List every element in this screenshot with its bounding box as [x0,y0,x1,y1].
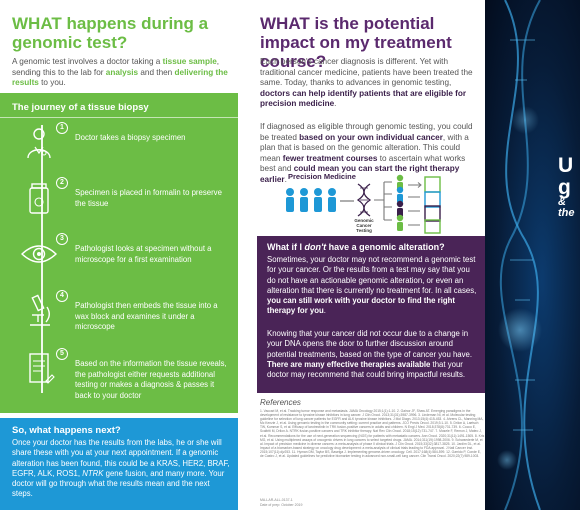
dark-cover-panel: U g & the [485,0,580,510]
step-text-4: Pathologist then embeds the tissue into … [75,301,218,331]
patient-group-icon [286,188,336,212]
no-alteration-paragraph-2: Knowing that your cancer did not occur d… [267,329,479,380]
next-steps-body: Once your doctor has the results from th… [12,438,232,500]
no-alteration-title: What if I don't have a genomic alteratio… [267,242,445,252]
alt-p2-text-2: that your doctor may recommend that coul… [267,359,466,380]
intro-highlight-results: delivering the results [12,67,228,88]
para2-text-3: to ascertain what works best and [260,153,466,174]
no-alteration-box: What if I don't have a genomic alteratio… [257,236,485,393]
alt-p1-text-2: . [323,306,326,316]
precision-medicine-label: Precision Medicine [288,172,356,181]
references-text: 1. Vaccari M, et al. Tracking tumor resp… [260,409,485,459]
next-steps-box: So, what happens next? Once your doctor … [0,418,238,510]
intro-text-4: to you. [38,78,66,87]
step-number-1: 1 [56,122,68,134]
cover-word-the: the [558,207,575,219]
step-number-2: 2 [56,177,68,189]
next-body-text-2: gene fusion, and many more. Your doctor … [12,468,225,499]
matched-patient-row-2 [396,186,441,208]
cover-letter-1: U [558,154,574,177]
para2-bold-1: based on your own individual cancer [299,132,443,142]
step-number-5: 5 [56,348,68,360]
para2-text-1: If diagnosed as eligible through genomic… [260,122,473,142]
alt-p2-bold: There are many effective therapies avail… [267,359,431,369]
alt-p2-text-1: Knowing that your cancer did not occur d… [267,329,473,359]
references-section: References 1. Vaccari M, et al. Tracking… [260,398,485,510]
right-column: WHAT is the potential impact on my treat… [245,0,485,510]
step-number-3: 3 [56,233,68,245]
intro-text-3: and then [138,67,175,77]
specimen-jar-icon [18,180,60,216]
step-text-2: Specimen is placed in formalin to preser… [75,188,222,208]
intro-text-2: , sending this to the lab for [12,57,220,77]
footer-code-2: Date of prep: October 2019 [260,502,303,507]
impact-paragraph-1: Each person's cancer diagnosis is differ… [260,57,482,110]
footer-codes: MA-LAR-ALL-0137-1 Date of prep: October … [260,498,302,507]
para1-text-2: . [334,99,337,109]
impact-paragraph-2: If diagnosed as eligible through genomic… [260,122,482,186]
next-body-text-1: Once your doctor has the results from th… [12,438,230,478]
no-alteration-paragraph-1: Sometimes, your doctor may not recommend… [267,255,479,317]
intro-text-1: A genomic test involves a doctor taking … [12,57,163,66]
dna-icon [356,183,372,217]
cover-ampersand: & [558,196,566,208]
intro-highlight-tissue-sample: tissue sample [162,57,217,66]
journey-divider [0,117,238,118]
left-intro-paragraph: A genomic test involves a doctor taking … [12,57,238,89]
para2-text-4: . [284,174,287,184]
para2-bold-3: could mean you can start the right thera… [260,164,460,184]
precision-medicine-diagram: Precision Medicine Genomic Cancer Testin… [260,170,482,235]
step-text-1: Doctor takes a biopsy specimen [75,133,186,142]
genomic-testing-label-1: Genomic [354,218,374,223]
report-icon [18,351,60,387]
left-column: WHAT happens during a genomic test? A ge… [0,0,245,510]
doctor-icon [18,125,60,161]
left-heading: WHAT happens during a genomic test? [12,14,209,52]
cover-subtitle-fragment: & the [558,197,575,219]
biopsy-journey-box: The journey of a tissue biopsy 1 Doctor … [0,93,238,413]
para2-bold-2: fewer treatment courses [282,153,378,163]
step-text-3: Pathologist looks at specimen without a … [75,244,212,264]
next-body-italic-ntrk: NTRK [82,468,104,478]
cover-title-fragment: U g [558,155,573,199]
alt-title-part-b: have a genomic alteration? [326,242,445,252]
para1-text-1: Each person's cancer diagnosis is differ… [260,57,473,88]
step-number-4: 4 [56,290,68,302]
right-heading: WHAT is the potential impact on my treat… [260,14,452,71]
alt-p1-text-1: Sometimes, your doctor may not recommend… [267,255,477,295]
genomic-testing-label-3: Testing [356,228,372,233]
alt-title-part-a: What if I [267,242,305,252]
genomic-testing-label-2: Cancer [356,223,372,228]
eye-icon [18,236,60,272]
intro-highlight-analysis: analysis [105,67,139,77]
matched-patient-row-3 [396,200,441,222]
references-title: References [260,398,301,407]
footer-code-1: MA-LAR-ALL-0137-1 [260,498,293,502]
alt-title-emphasis: don't [304,242,327,252]
alt-p1-bold: you can still work with your doctor to f… [267,296,455,316]
microscope-icon [18,293,60,329]
dna-strand-graphic [497,0,542,510]
next-steps-title: So, what happens next? [12,425,121,436]
matched-patient-row-4 [396,214,441,234]
journey-title: The journey of a tissue biopsy [12,102,149,113]
para2-text-2: , with a plan that is based on the genom… [260,132,469,163]
cover-letter-2: g [558,176,571,199]
matched-patient-row-1 [396,174,441,193]
step-text-5: Based on the information the tissue reve… [75,359,227,400]
para1-bold: doctors can help identify patients that … [260,88,467,109]
